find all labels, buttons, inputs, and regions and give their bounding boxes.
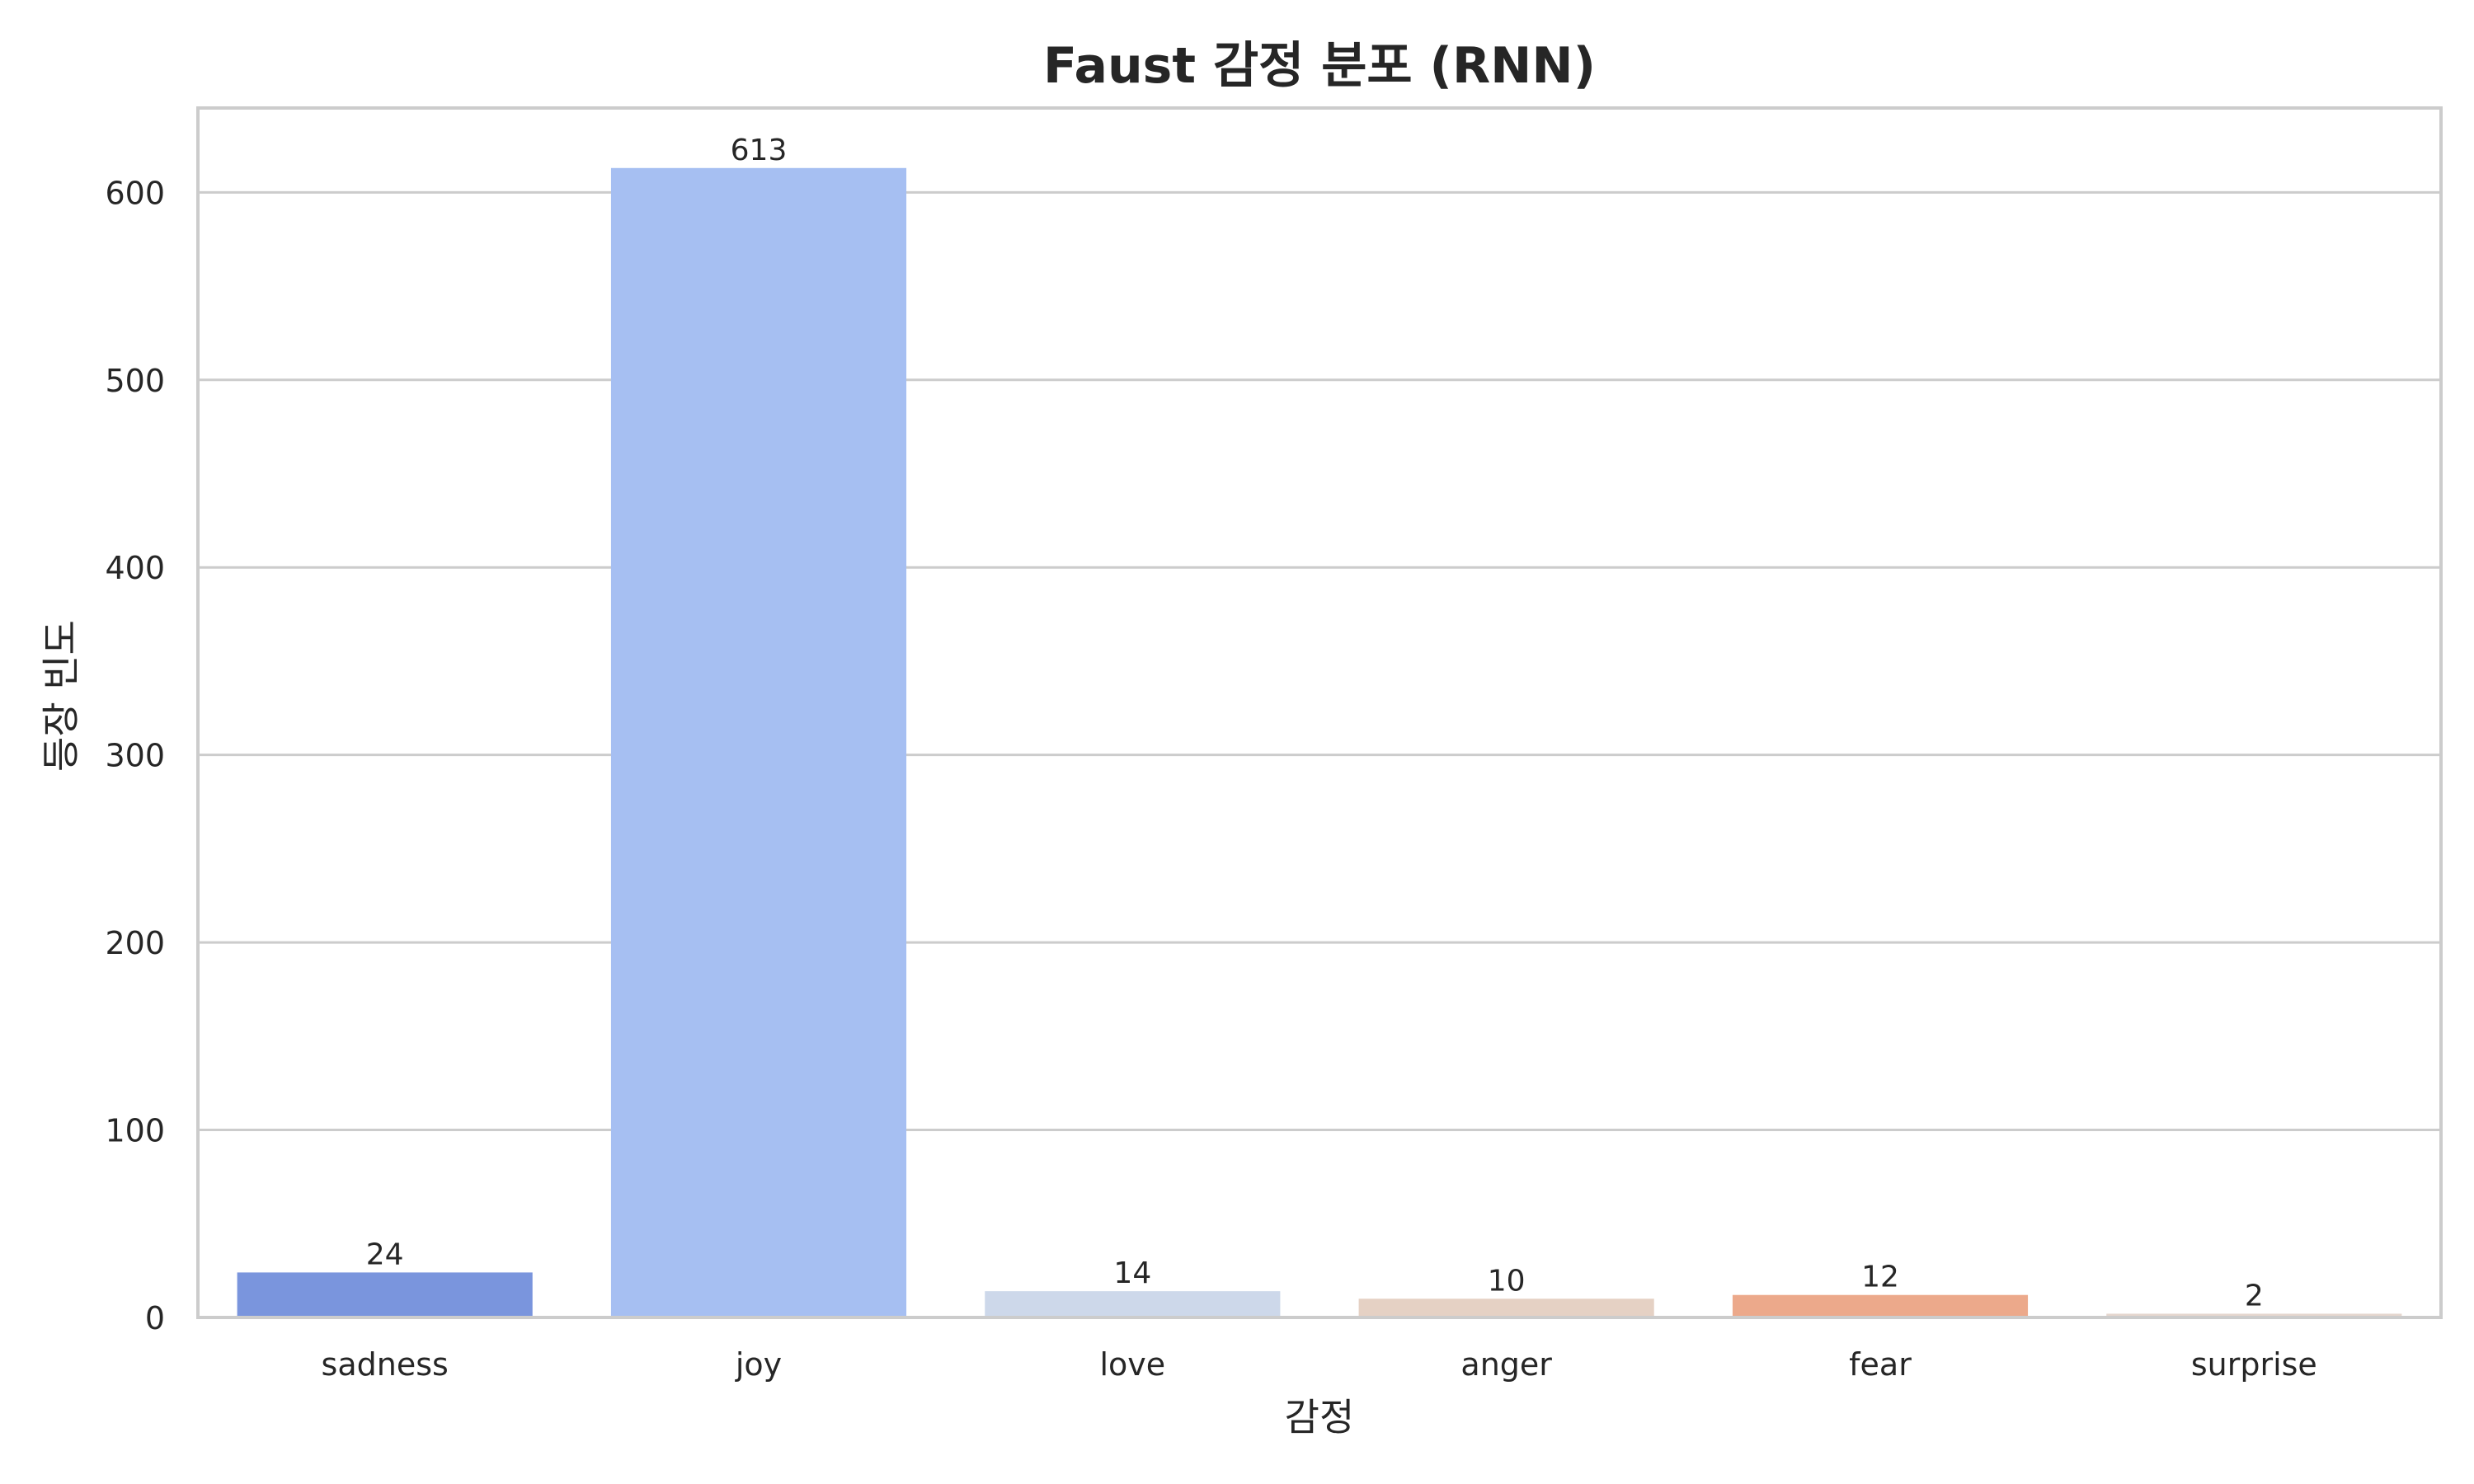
bar-sadness — [237, 1272, 533, 1317]
y-tick-label: 100 — [105, 1113, 165, 1149]
data-label-surprise: 2 — [2245, 1279, 2264, 1313]
x-tick-label-fear: fear — [1849, 1346, 1912, 1383]
y-tick-label: 300 — [105, 738, 165, 774]
chart-title: Faust 감정 분포 (RNN) — [1043, 37, 1596, 95]
data-label-joy: 613 — [731, 134, 788, 167]
bar-anger — [1358, 1298, 1654, 1317]
bar-fear — [1732, 1294, 2029, 1317]
plot-frame — [196, 106, 2443, 1319]
y-tick-label: 0 — [145, 1300, 165, 1336]
x-axis-label: 감정 — [1285, 1395, 1355, 1439]
y-tick-label: 600 — [105, 175, 165, 211]
x-tick-label-surprise: surprise — [2191, 1346, 2317, 1383]
x-tick-label-joy: joy — [735, 1346, 782, 1383]
data-label-fear: 12 — [1861, 1261, 1899, 1294]
bars — [237, 167, 2402, 1318]
y-axis-label: 등장 빈도 — [39, 620, 83, 772]
data-label-sadness: 24 — [366, 1237, 404, 1271]
y-axis-ticks: 0 100 200 300 400 500 600 — [105, 175, 165, 1336]
bar-joy — [610, 167, 907, 1318]
data-label-anger: 10 — [1488, 1264, 1526, 1298]
data-labels: 24 613 14 10 12 2 — [366, 134, 2264, 1313]
bar-surprise — [2106, 1313, 2402, 1317]
data-label-love: 14 — [1113, 1256, 1151, 1290]
y-tick-label: 500 — [105, 363, 165, 399]
y-tick-label: 400 — [105, 550, 165, 586]
bar-love — [985, 1291, 1281, 1317]
gridlines — [198, 190, 2441, 1319]
x-tick-label-anger: anger — [1460, 1346, 1552, 1383]
x-axis-ticks: sadness joy love anger fear surprise — [322, 1346, 2317, 1383]
x-tick-label-sadness: sadness — [322, 1346, 449, 1383]
y-tick-label: 200 — [105, 925, 165, 961]
x-tick-label-love: love — [1099, 1346, 1165, 1383]
